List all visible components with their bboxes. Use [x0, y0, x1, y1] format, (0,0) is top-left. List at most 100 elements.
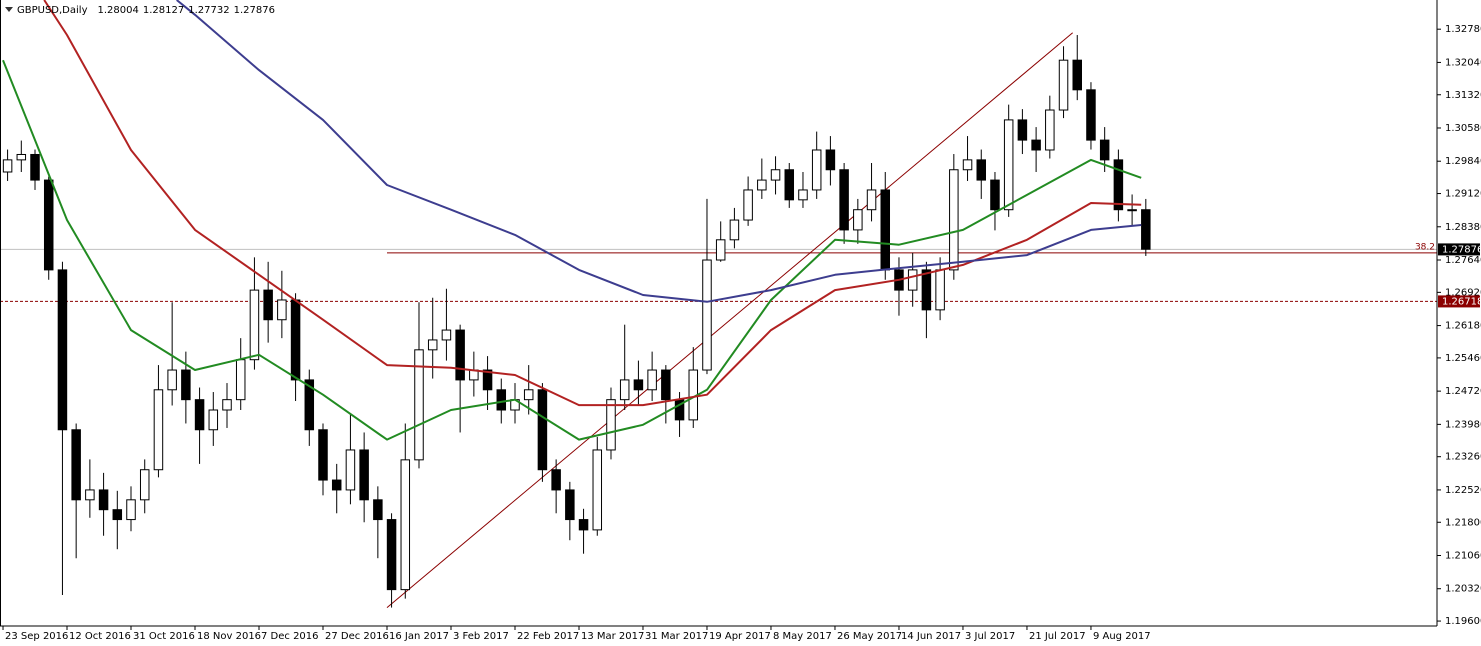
y-tick-label: 1.26920 — [1445, 287, 1481, 298]
candle-body — [2, 159, 13, 173]
candle-body — [112, 509, 123, 521]
candle-body — [743, 189, 753, 221]
candle-body — [222, 399, 232, 411]
candle-body — [976, 159, 987, 181]
x-tick-label: 14 Jun 2017 — [901, 631, 961, 642]
candle-body — [811, 149, 822, 191]
candle-body — [866, 189, 877, 211]
candle-body — [441, 329, 452, 341]
y-tick-label: 1.32040 — [1445, 57, 1481, 68]
candle-body — [318, 429, 328, 481]
candle-body — [153, 389, 164, 471]
y-tick-label: 1.29840 — [1445, 156, 1481, 167]
y-tick-label: 1.30580 — [1445, 123, 1481, 134]
candle-body — [482, 369, 493, 391]
y-tick-label: 1.22520 — [1445, 485, 1481, 496]
x-tick-label: 7 Dec 2016 — [261, 631, 319, 642]
candle-body — [606, 399, 616, 451]
y-tick-label: 1.23980 — [1445, 419, 1481, 430]
candle-body — [990, 179, 1000, 211]
candle-body — [455, 329, 465, 381]
trendline — [386, 32, 1073, 608]
y-tick-label: 1.26180 — [1445, 321, 1481, 332]
candle-body — [949, 169, 959, 271]
x-tick-label: 3 Feb 2017 — [453, 631, 509, 642]
candle-body — [277, 299, 287, 321]
candle-body — [1141, 209, 1151, 250]
candle-body — [1113, 159, 1124, 211]
candle-body — [1127, 209, 1137, 212]
y-tick-label: 1.24720 — [1445, 386, 1481, 397]
x-tick-label: 19 Apr 2017 — [709, 631, 771, 642]
candle-body — [757, 179, 767, 191]
plot-area — [0, 0, 1437, 608]
candle-body — [633, 379, 644, 391]
candle-body — [1086, 89, 1096, 141]
candle-body — [702, 259, 712, 371]
candle-body — [249, 289, 260, 361]
x-tick-label: 3 Jul 2017 — [965, 631, 1015, 642]
candle-body — [167, 369, 177, 391]
candle-body — [661, 369, 671, 401]
x-tick-label: 26 May 2017 — [837, 631, 902, 642]
moving-average — [2, 59, 1142, 441]
moving-average — [43, 0, 1142, 407]
candle-body — [1017, 119, 1028, 141]
candle-body — [729, 219, 740, 241]
candle-body — [400, 459, 411, 591]
header-value: 1.28127 — [143, 5, 184, 16]
price-label: 1.27876 — [1442, 244, 1481, 255]
candle-body — [537, 389, 548, 471]
y-tick-label: 1.25460 — [1445, 353, 1481, 364]
candle-body — [921, 269, 932, 311]
candle-body — [935, 269, 945, 311]
candle-body — [331, 479, 342, 491]
x-tick-label: 22 Feb 2017 — [517, 631, 579, 642]
candle-body — [1099, 139, 1110, 161]
candle-body — [853, 209, 863, 231]
candle-body — [619, 379, 630, 401]
candle-body — [798, 189, 808, 201]
candle-body — [359, 449, 369, 501]
candle-body — [98, 489, 109, 511]
fib-label: 38.2 — [1415, 242, 1435, 252]
candle-body — [907, 269, 918, 291]
candle-body — [715, 239, 726, 261]
y-tick-label: 1.29120 — [1445, 189, 1481, 200]
y-tick-label: 1.21800 — [1445, 517, 1481, 528]
candle-body — [839, 169, 849, 231]
candle-body — [139, 469, 150, 501]
candle-body — [208, 409, 219, 431]
candle-body — [578, 519, 589, 531]
candle-body — [304, 379, 315, 431]
candle-body — [1072, 59, 1082, 91]
symbol-icon — [5, 7, 13, 12]
candle-body — [770, 169, 781, 181]
candle-body — [427, 339, 438, 351]
y-tick-label: 1.21060 — [1445, 550, 1481, 561]
candle-body — [962, 159, 973, 171]
candle-body — [496, 389, 507, 411]
x-tick-label: 18 Nov 2016 — [197, 631, 261, 642]
header-value: 1.27732 — [188, 5, 229, 16]
candle-body — [30, 153, 40, 181]
x-tick-label: 9 Aug 2017 — [1093, 631, 1151, 642]
candle-body — [592, 449, 603, 531]
x-tick-label: 23 Sep 2016 — [5, 631, 68, 642]
candle-body — [85, 489, 95, 501]
candle-body — [345, 449, 356, 491]
candle-body — [263, 289, 273, 321]
candle-body — [194, 399, 205, 431]
candle-body — [523, 389, 534, 401]
x-tick-label: 8 May 2017 — [773, 631, 832, 642]
x-tick-label: 31 Oct 2016 — [133, 631, 195, 642]
header-value: 1.28004 — [98, 5, 139, 16]
y-tick-label: 1.19600 — [1445, 616, 1481, 627]
candle-body — [181, 369, 191, 401]
candle-body — [1045, 109, 1055, 151]
candle-body — [1058, 59, 1069, 111]
candle-body — [43, 179, 54, 271]
candle-body — [235, 359, 246, 401]
